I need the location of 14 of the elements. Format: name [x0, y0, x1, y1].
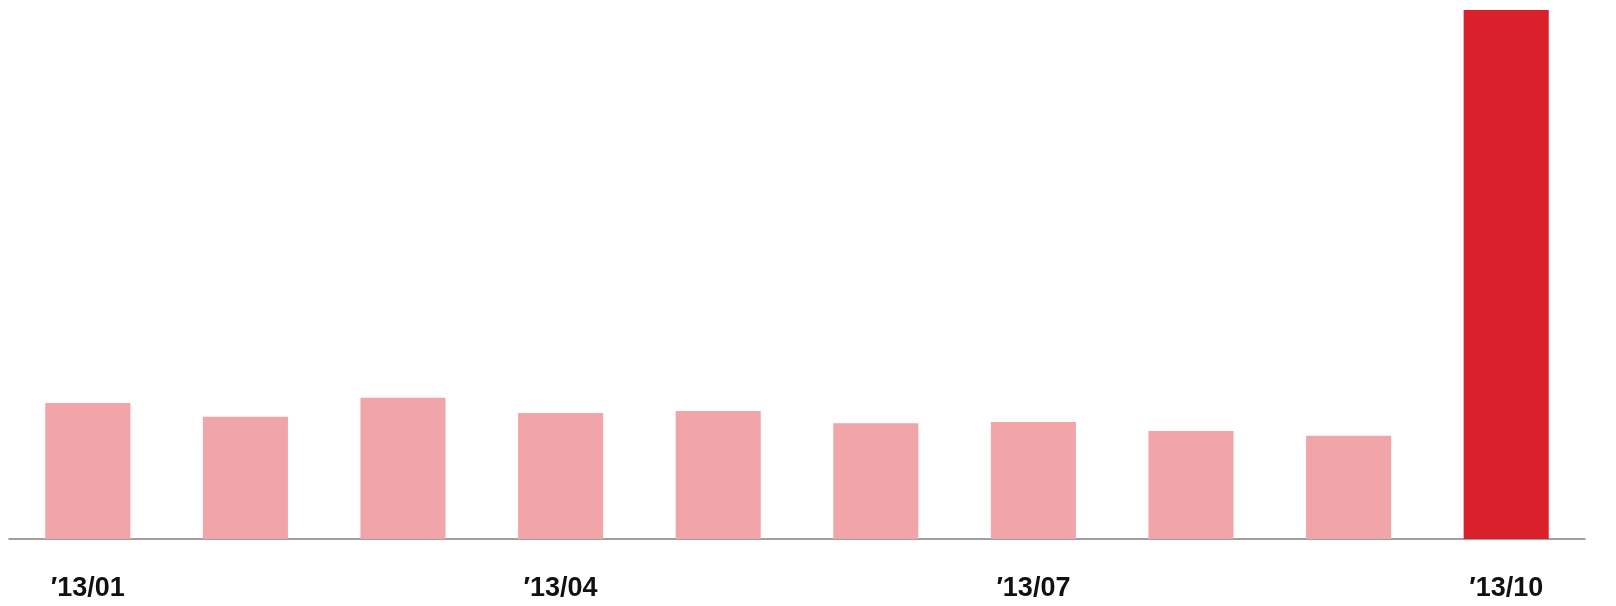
x-tick-label: ′13/04 [523, 571, 598, 602]
bar [990, 422, 1076, 539]
bar [360, 397, 446, 539]
x-tick-label: ′13/01 [50, 571, 125, 602]
bar [1148, 431, 1234, 539]
bar [675, 410, 761, 539]
bar [202, 416, 288, 539]
bar [518, 413, 604, 539]
bar [833, 423, 919, 539]
bar [45, 403, 131, 539]
x-tick-label: ′13/10 [1469, 571, 1544, 602]
bar [1306, 435, 1392, 539]
bar [1463, 10, 1549, 539]
x-tick-label: ′13/07 [996, 571, 1071, 602]
